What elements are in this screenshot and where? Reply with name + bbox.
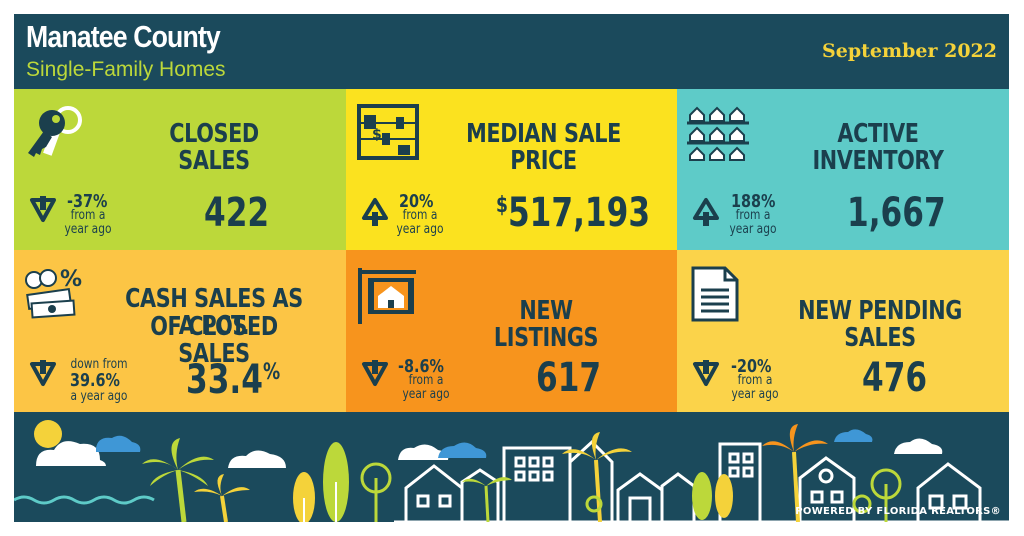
tile-value: 422	[204, 190, 270, 236]
value-number: 33.4	[186, 357, 263, 403]
tile-note-line1: from a	[408, 373, 444, 388]
tile-value: 33.4%	[186, 360, 280, 400]
keys-icon	[28, 106, 82, 157]
page-subtitle: Single-Family Homes	[26, 58, 226, 81]
arrow-down-icon	[693, 360, 719, 386]
tile-active-inventory: ACTIVE INVENTORY 188% from a year ago 1,…	[677, 89, 1009, 250]
tile-value: 1,667	[847, 190, 946, 236]
infographic: Manatee County Single-Family Homes Septe…	[14, 14, 1009, 522]
tile-note-line1: from a	[735, 208, 771, 223]
value-prefix: $	[496, 193, 508, 218]
tile-note-line1: from a	[70, 208, 106, 223]
tile-title: MEDIAN SALE PRICE	[466, 119, 621, 177]
tile-change: -37%	[67, 191, 108, 212]
tile-new-listings: NEW LISTINGS -8.6% from a year ago 617	[346, 250, 677, 412]
tile-change: 39.6%	[70, 370, 120, 391]
tile-new-pending-sales: NEW PENDING SALES -20% from a year ago 4…	[677, 250, 1009, 412]
arrow-up-icon	[693, 198, 719, 226]
report-date: September 2022	[822, 40, 997, 62]
cash-icon: %	[25, 267, 82, 319]
tile-median-sale-price: $ MEDIAN SALE PRICE 20% from a year ago …	[346, 89, 677, 250]
tile-note-line2: year ago	[64, 222, 112, 237]
svg-text:%: %	[60, 267, 82, 292]
tile-note-line1: from a	[402, 208, 438, 223]
arrow-down-icon	[362, 360, 388, 386]
houses-grid-icon	[687, 106, 749, 161]
tile-closed-sales: CLOSED SALES -37% from a year ago 422	[14, 89, 346, 250]
tile-note-line1: from a	[737, 373, 773, 388]
tile-change: -20%	[731, 356, 772, 377]
tile-title-line1: CASH SALES AS A PCT.	[125, 284, 303, 342]
tile-change-line1: down from	[70, 357, 128, 372]
tile-change: 20%	[399, 191, 434, 212]
abacus-icon: $	[357, 104, 419, 160]
arrow-down-icon	[30, 196, 56, 222]
tile-value: 617	[536, 355, 602, 401]
powered-by-credit: POWERED BY FLORIDA REALTORS®	[795, 506, 1001, 517]
tile-value: 476	[862, 355, 928, 401]
tile-value: $517,193	[496, 193, 650, 233]
tile-cash-sales: % CASH SALES AS A PCT. OF CLOSED SALES d…	[14, 250, 346, 412]
listing-sign-icon	[358, 268, 416, 324]
svg-text:$: $	[372, 127, 382, 143]
arrow-down-icon	[30, 360, 56, 386]
tile-title-line2: OF CLOSED SALES	[150, 312, 278, 370]
tile-title: NEW PENDING SALES	[798, 296, 962, 354]
tile-note-line2: a year ago	[70, 389, 128, 404]
tile-change: -8.6%	[398, 356, 444, 377]
tile-note-line2: year ago	[396, 222, 444, 237]
tile-change: 188%	[731, 191, 776, 212]
tile-note-line2: year ago	[729, 222, 777, 237]
tile-note-line2: year ago	[731, 387, 779, 402]
arrow-up-icon	[362, 198, 388, 226]
tile-title: CLOSED SALES	[169, 119, 259, 177]
tile-title: ACTIVE INVENTORY	[812, 119, 944, 177]
tile-note-line2: year ago	[402, 387, 450, 402]
document-icon	[691, 266, 739, 322]
value-suffix: %	[262, 360, 281, 385]
page-title: Manatee County	[26, 19, 221, 54]
value-number: 517,193	[507, 190, 651, 236]
skyline-illustration	[14, 420, 1009, 522]
tile-title: NEW LISTINGS	[493, 296, 599, 354]
